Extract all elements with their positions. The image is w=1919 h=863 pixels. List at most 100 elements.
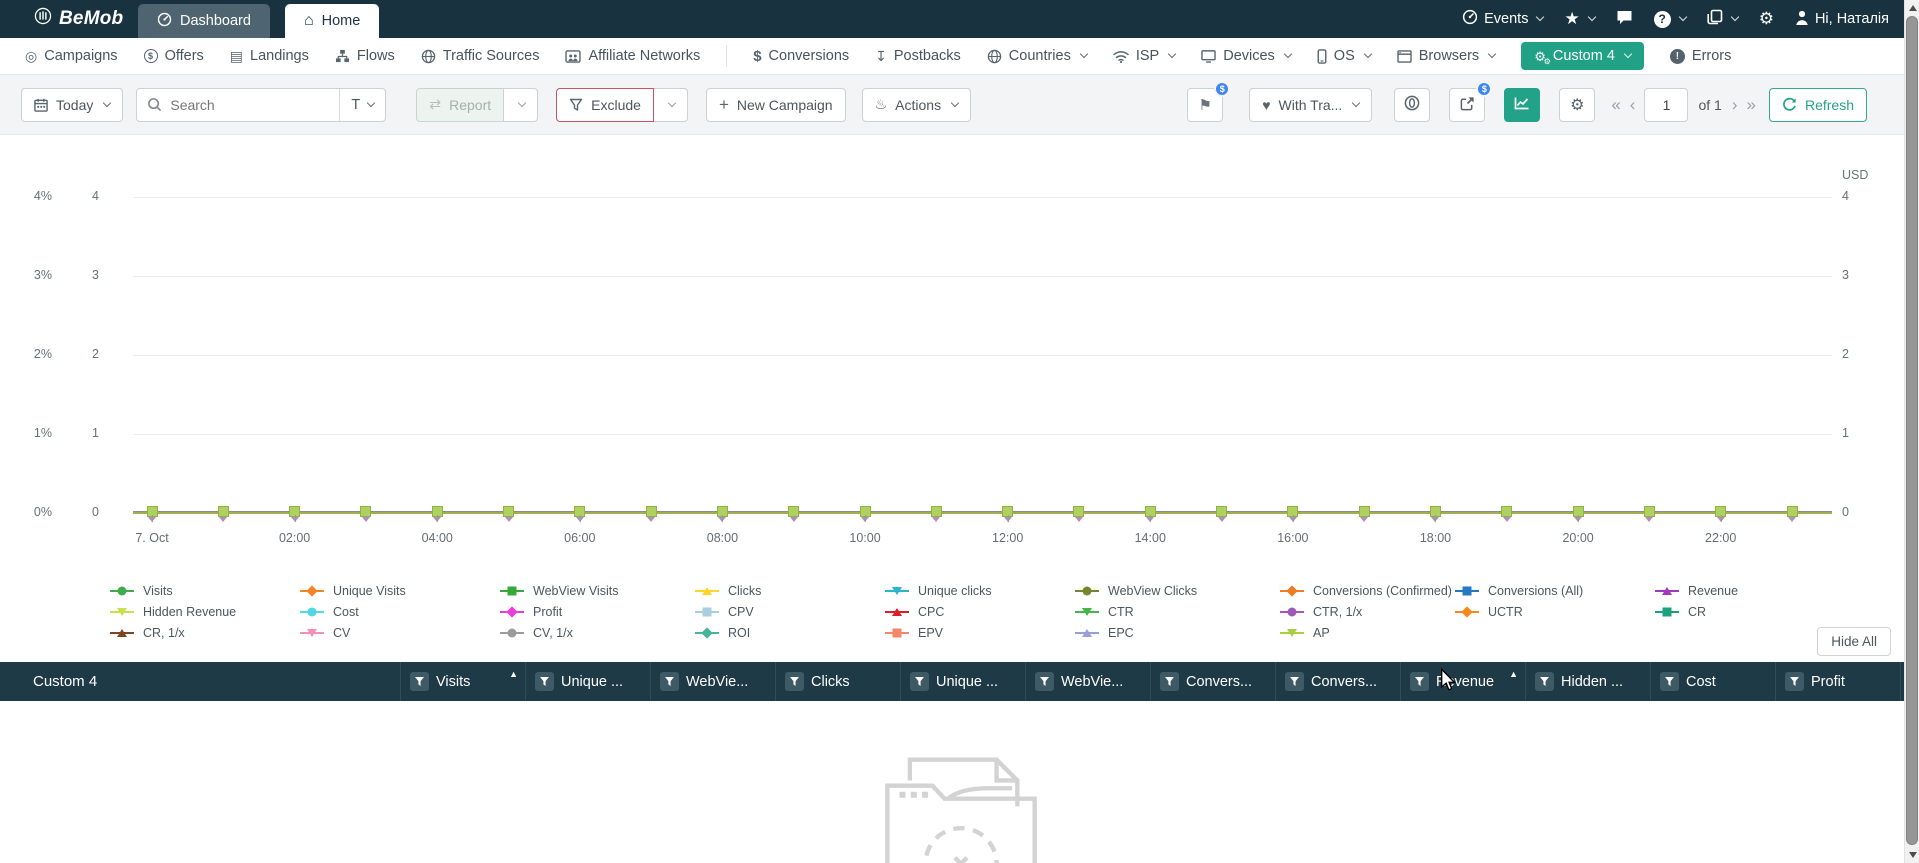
legend-item-conversions-confirmed[interactable]: Conversions (Confirmed) (1280, 582, 1455, 599)
legend-item-clicks[interactable]: Clicks (695, 582, 885, 599)
nav-item-affiliate-networks[interactable]: Affiliate Networks (565, 48, 700, 64)
column-header-revenue[interactable]: Revenue ▲ (1400, 662, 1525, 701)
exclude-dropdown-button[interactable] (653, 87, 688, 122)
brand-logo[interactable]: BeMob (34, 0, 123, 38)
legend-item-unique-visits[interactable]: Unique Visits (300, 582, 500, 599)
tab-dashboard[interactable]: Dashboard (138, 4, 270, 38)
search-input[interactable] (162, 96, 340, 113)
help-menu[interactable]: ? (1653, 10, 1687, 28)
legend-item-roi[interactable]: ROI (695, 624, 885, 641)
traffic-filter-dropdown[interactable]: ♥ With Tra... (1249, 87, 1373, 122)
column-header-cost[interactable]: Cost (1650, 662, 1775, 701)
reports-stack-menu[interactable] (1707, 9, 1739, 29)
column-filter-icon[interactable] (535, 672, 554, 691)
column-filter-icon[interactable] (1785, 672, 1804, 691)
column-header-webvie[interactable]: WebVie... (1025, 662, 1150, 701)
legend-item-conversions-all[interactable]: Conversions (All) (1455, 582, 1655, 599)
user-menu[interactable]: Hi, Наталія (1795, 10, 1889, 29)
new-campaign-button[interactable]: + New Campaign (705, 87, 846, 122)
column-header-visits[interactable]: Visits ▲ (400, 662, 525, 701)
legend-item-revenue[interactable]: Revenue (1655, 582, 1738, 599)
legend-item-cv-1-x[interactable]: CV, 1/x (500, 624, 695, 641)
column-filter-icon[interactable] (1660, 672, 1679, 691)
last-page-button[interactable]: » (1746, 94, 1757, 114)
hide-all-button[interactable]: Hide All (1817, 627, 1891, 656)
column-header-custom-4[interactable]: Custom 4 (33, 673, 98, 690)
nav-item-errors[interactable]: ! Errors (1669, 48, 1731, 64)
nav-item-os[interactable]: OS (1317, 48, 1372, 64)
nav-item-countries[interactable]: Countries (987, 48, 1089, 64)
nav-item-devices[interactable]: Devices (1201, 48, 1293, 64)
legend-item-ap[interactable]: AP (1280, 624, 1455, 641)
favorites-menu[interactable]: ★ (1564, 9, 1596, 29)
tab-home[interactable]: ⌂ Home (284, 4, 380, 38)
nav-item-browsers[interactable]: Browsers (1397, 48, 1497, 64)
column-filter-icon[interactable] (410, 672, 429, 691)
column-filter-icon[interactable] (1535, 672, 1554, 691)
legend-item-hidden-revenue[interactable]: Hidden Revenue (110, 603, 300, 620)
scroll-up-button[interactable] (1905, 0, 1919, 16)
share-button[interactable]: $ (1449, 80, 1493, 122)
date-range-button[interactable]: Today (21, 87, 124, 122)
legend-item-cv[interactable]: CV (300, 624, 500, 641)
column-filter-icon[interactable] (1160, 672, 1179, 691)
chat-button[interactable] (1616, 9, 1633, 29)
scroll-down-button[interactable] (1905, 847, 1919, 863)
nav-item-offers[interactable]: $ Offers (143, 48, 204, 64)
column-header-clicks[interactable]: Clicks (775, 662, 900, 701)
column-header-convers[interactable]: Convers... (1150, 662, 1275, 701)
column-header-webvie[interactable]: WebVie... (650, 662, 775, 701)
scrollbar-thumb[interactable] (1906, 16, 1918, 845)
legend-item-epc[interactable]: EPC (1075, 624, 1280, 641)
nav-item-isp[interactable]: ISP (1113, 48, 1177, 64)
exclude-button[interactable]: Exclude (556, 87, 654, 122)
column-header-unique[interactable]: Unique ... (525, 662, 650, 701)
vertical-scrollbar[interactable] (1904, 0, 1919, 863)
legend-item-cost[interactable]: Cost (300, 603, 500, 620)
legend-item-visits[interactable]: Visits (110, 582, 300, 599)
column-header-hidden[interactable]: Hidden ... (1525, 662, 1650, 701)
search-type-dropdown[interactable]: T (339, 88, 385, 121)
first-page-button[interactable]: « (1611, 94, 1621, 114)
column-header-profit[interactable]: Profit (1775, 662, 1900, 701)
column-filter-icon[interactable] (910, 672, 929, 691)
nav-item-traffic-sources[interactable]: Traffic Sources (421, 48, 539, 64)
prev-page-button[interactable]: ‹ (1629, 94, 1636, 114)
flag-filter-button[interactable]: ⚑ $ (1187, 80, 1231, 122)
nav-item-conversions[interactable]: $ Conversions (753, 48, 849, 65)
nav-item-postbacks[interactable]: ↧ Postbacks (875, 48, 961, 65)
visibility-button[interactable] (1394, 87, 1431, 122)
column-filter-icon[interactable] (660, 672, 679, 691)
next-page-button[interactable]: › (1731, 94, 1738, 114)
legend-item-unique-clicks[interactable]: Unique clicks (885, 582, 1075, 599)
column-settings-button[interactable]: ⚙ (1559, 87, 1596, 122)
column-filter-icon[interactable] (1035, 672, 1054, 691)
legend-item-ctr-1-x[interactable]: CTR, 1/x (1280, 603, 1455, 620)
legend-item-ctr[interactable]: CTR (1075, 603, 1280, 620)
legend-item-uctr[interactable]: UCTR (1455, 603, 1655, 620)
column-filter-icon[interactable] (785, 672, 804, 691)
actions-button[interactable]: ♨ Actions (861, 87, 972, 122)
nav-item-custom-4[interactable]: ⚙ ⚙ Custom 4 (1521, 42, 1644, 70)
report-button[interactable]: ⇄ Report (416, 87, 505, 122)
nav-item-campaigns[interactable]: ◎ Campaigns (25, 48, 118, 65)
column-filter-icon[interactable] (1410, 672, 1429, 691)
chart-toggle-button[interactable] (1504, 87, 1541, 122)
report-dropdown-button[interactable] (504, 87, 539, 122)
legend-item-cpv[interactable]: CPV (695, 603, 885, 620)
settings-button[interactable]: ⚙ (1759, 9, 1774, 29)
events-menu[interactable]: Events (1462, 9, 1545, 29)
column-header-unique[interactable]: Unique ... (900, 662, 1025, 701)
refresh-button[interactable]: Refresh (1768, 87, 1867, 122)
column-filter-icon[interactable] (1285, 672, 1304, 691)
legend-item-cpc[interactable]: CPC (885, 603, 1075, 620)
legend-item-cr[interactable]: CR (1655, 603, 1738, 620)
legend-item-epv[interactable]: EPV (885, 624, 1075, 641)
page-number-input[interactable] (1644, 87, 1689, 122)
legend-item-profit[interactable]: Profit (500, 603, 695, 620)
column-header-convers[interactable]: Convers... (1275, 662, 1400, 701)
nav-item-landings[interactable]: ▤ Landings (230, 48, 309, 65)
legend-item-webview-visits[interactable]: WebView Visits (500, 582, 695, 599)
legend-item-webview-clicks[interactable]: WebView Clicks (1075, 582, 1280, 599)
legend-item-cr-1-x[interactable]: CR, 1/x (110, 624, 300, 641)
